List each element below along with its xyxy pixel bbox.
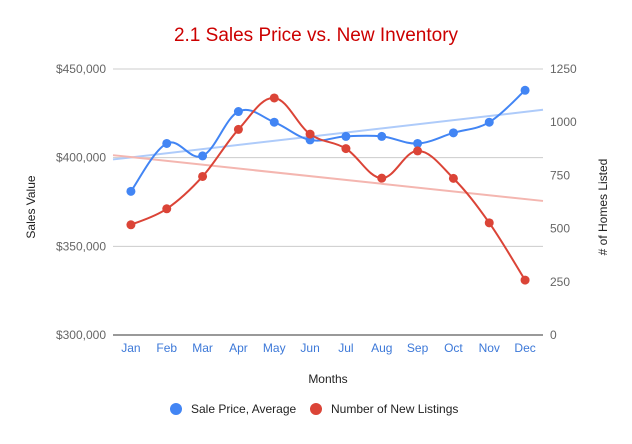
data-point	[198, 151, 208, 161]
legend-label: Number of New Listings	[331, 402, 458, 416]
chart-title: 2.1 Sales Price vs. New Inventory	[174, 25, 459, 46]
data-point	[341, 131, 351, 141]
right-axis-ticks: 0 250 500 750 1000 1250	[550, 62, 577, 342]
x-tick-label: Nov	[479, 341, 500, 355]
x-tick-label: Feb	[156, 341, 177, 355]
series-line	[130, 96, 526, 281]
trendline	[112, 108, 544, 161]
y-axis-label-right: # of Homes Listed	[596, 159, 610, 256]
data-point	[520, 85, 530, 95]
legend-marker	[310, 403, 322, 415]
x-tick-label: Jan	[121, 341, 140, 355]
data-point	[162, 138, 172, 148]
data-point	[233, 124, 243, 134]
gridlines	[113, 68, 543, 336]
left-axis-ticks: $300,000 $350,000 $400,000 $450,000	[56, 62, 106, 342]
data-point	[162, 204, 172, 214]
x-tick-label: Dec	[514, 341, 535, 355]
x-axis-ticks: Jan Feb Mar Apr May Jun Jul Aug Sep Oct Nov Dec	[121, 341, 536, 355]
legend: Sale Price, Average Number of New Listing…	[170, 402, 458, 416]
x-tick-label: Oct	[444, 341, 463, 355]
right-tick-label: 1000	[550, 115, 577, 129]
x-tick-label: Sep	[407, 341, 429, 355]
data-point	[126, 186, 136, 196]
data-point	[198, 171, 208, 181]
data-point	[448, 128, 458, 138]
left-tick-label: $450,000	[56, 62, 106, 76]
left-tick-label: $350,000	[56, 239, 106, 253]
right-tick-label: 250	[550, 275, 570, 289]
legend-marker	[170, 403, 182, 415]
left-tick-label: $400,000	[56, 151, 106, 165]
data-point	[377, 173, 387, 183]
trendline	[112, 154, 544, 202]
data-point	[520, 275, 530, 285]
x-tick-label: May	[263, 341, 286, 355]
series-points	[126, 85, 530, 285]
right-tick-label: 750	[550, 168, 570, 182]
data-point	[448, 173, 458, 183]
x-tick-label: Jun	[300, 341, 319, 355]
right-tick-label: 500	[550, 222, 570, 236]
x-axis-label: Months	[308, 372, 347, 386]
legend-label: Sale Price, Average	[191, 402, 297, 416]
x-tick-label: Aug	[371, 341, 392, 355]
data-point	[413, 138, 423, 148]
x-tick-label: Mar	[192, 341, 213, 355]
data-point	[484, 218, 494, 228]
data-point	[484, 117, 494, 127]
data-point	[377, 131, 387, 141]
x-tick-label: Apr	[229, 341, 248, 355]
right-tick-label: 0	[550, 328, 557, 342]
data-point	[269, 93, 279, 103]
right-tick-label: 1250	[550, 62, 577, 76]
data-point	[269, 117, 279, 127]
data-point	[233, 107, 243, 117]
data-point	[413, 146, 423, 156]
data-point	[126, 220, 136, 230]
y-axis-label-left: Sales Value	[24, 175, 38, 238]
x-tick-label: Jul	[338, 341, 353, 355]
data-point	[341, 144, 351, 154]
trendlines	[112, 108, 544, 202]
data-point	[305, 129, 315, 139]
left-tick-label: $300,000	[56, 328, 106, 342]
